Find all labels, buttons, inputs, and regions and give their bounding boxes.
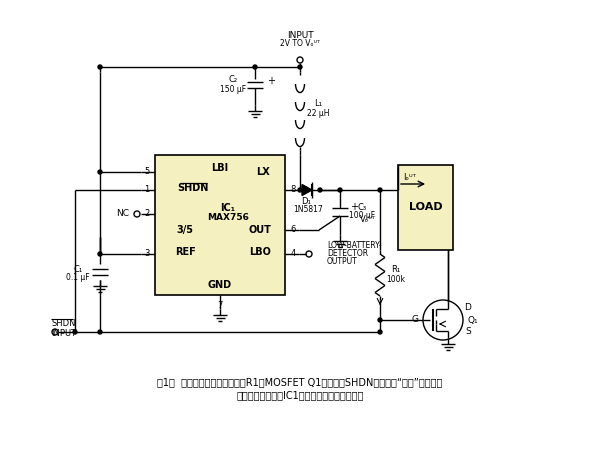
Text: 3: 3 — [145, 249, 149, 258]
Circle shape — [298, 65, 302, 69]
Text: 100k: 100k — [386, 275, 406, 284]
Text: 22 μH: 22 μH — [307, 108, 329, 117]
Text: L₁: L₁ — [314, 99, 322, 108]
Text: C₃: C₃ — [358, 202, 367, 211]
Text: 150 μF: 150 μF — [220, 86, 246, 94]
Text: 6: 6 — [290, 225, 296, 234]
Circle shape — [98, 170, 102, 174]
Circle shape — [98, 330, 102, 334]
Text: 5: 5 — [145, 167, 149, 176]
Circle shape — [378, 318, 382, 322]
Text: 100 μF: 100 μF — [349, 212, 375, 220]
Circle shape — [98, 65, 102, 69]
Text: INPUT: INPUT — [51, 328, 76, 338]
Text: 3/5: 3/5 — [176, 225, 193, 235]
Text: LBO: LBO — [249, 247, 271, 257]
Text: +: + — [267, 76, 275, 86]
Text: 1N5817: 1N5817 — [293, 206, 323, 215]
Circle shape — [378, 188, 382, 192]
Bar — [398, 165, 453, 250]
Text: 7: 7 — [217, 301, 223, 310]
Text: Vₒᵁᵀ: Vₒᵁᵀ — [360, 216, 376, 225]
Text: Q₁: Q₁ — [467, 315, 478, 324]
Text: 0.1 μF: 0.1 μF — [66, 273, 90, 282]
Text: S: S — [465, 328, 471, 337]
Circle shape — [298, 188, 302, 192]
Text: INPUT: INPUT — [287, 31, 313, 40]
Text: C₁: C₁ — [73, 265, 83, 274]
Circle shape — [338, 188, 342, 192]
Bar — [155, 155, 285, 295]
Circle shape — [98, 252, 102, 256]
Text: REF: REF — [175, 247, 196, 257]
Text: 从而在升压转换器IC1关断时阻挡住负载电流。: 从而在升压转换器IC1关断时阻挡住负载电流。 — [236, 390, 364, 400]
Text: 4: 4 — [290, 249, 296, 258]
Text: LX: LX — [256, 167, 270, 177]
Text: 图1，  在升压转换器电路中增加R1和MOSFET Q1，就能使SHDN信号控制“真正”的关断，: 图1， 在升压转换器电路中增加R1和MOSFET Q1，就能使SHDN信号控制“… — [157, 377, 443, 387]
Text: D₁: D₁ — [301, 198, 311, 207]
Text: R₁: R₁ — [391, 266, 401, 274]
Text: DETECTOR: DETECTOR — [327, 249, 368, 258]
Text: D: D — [464, 303, 472, 312]
Text: SHDN: SHDN — [178, 183, 209, 193]
Text: LBI: LBI — [211, 163, 229, 173]
Text: 2V TO Vₒᵁᵀ: 2V TO Vₒᵁᵀ — [280, 39, 320, 48]
Text: LOAD: LOAD — [409, 202, 442, 212]
Text: Iₒᵁᵀ: Iₒᵁᵀ — [404, 174, 416, 183]
Text: IC₁: IC₁ — [221, 203, 235, 213]
Text: 1: 1 — [145, 185, 149, 194]
Text: GND: GND — [208, 280, 232, 290]
Text: 2: 2 — [145, 210, 149, 219]
Text: C₂: C₂ — [229, 76, 238, 85]
Text: OUTPUT: OUTPUT — [327, 257, 358, 266]
Text: OUT: OUT — [248, 225, 271, 235]
Text: G: G — [412, 315, 419, 324]
Text: +: + — [350, 202, 358, 212]
Text: 8: 8 — [290, 185, 296, 194]
Circle shape — [73, 330, 77, 334]
Polygon shape — [302, 184, 312, 195]
Circle shape — [318, 188, 322, 192]
Text: NC: NC — [116, 210, 130, 219]
Text: MAX756: MAX756 — [207, 213, 249, 222]
Circle shape — [378, 330, 382, 334]
Text: LOW-BATTERY-: LOW-BATTERY- — [327, 242, 382, 251]
Circle shape — [253, 65, 257, 69]
Text: SHDN: SHDN — [51, 319, 76, 328]
